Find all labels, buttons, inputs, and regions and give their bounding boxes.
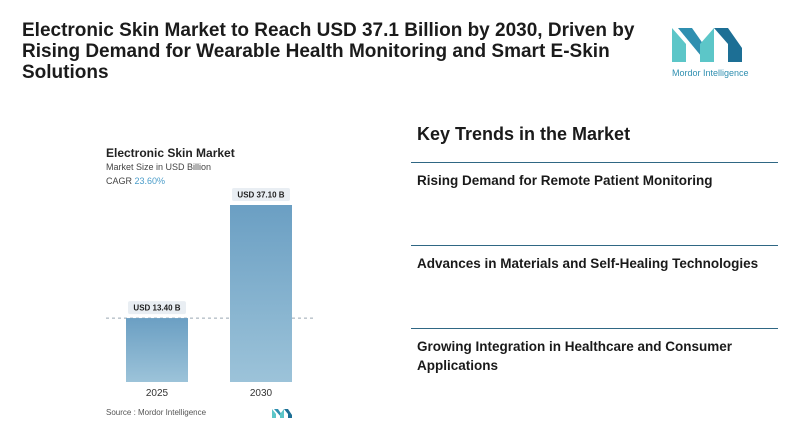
data-label-bg	[232, 188, 290, 201]
headline: Electronic Skin Market to Reach USD 37.1…	[22, 20, 635, 83]
chart-cagr: CAGR 23.60%	[106, 176, 165, 186]
chart-panel: USD 13.40 B 2025 USD 37.10 B 2030 Electroni…	[96, 138, 336, 428]
chart-title: Electronic Skin Market	[106, 146, 235, 160]
trend-item: Advances in Materials and Self-Healing T…	[411, 245, 778, 328]
data-label: USD 37.10 B	[237, 191, 284, 200]
brand-name: Mordor Intelligence	[672, 68, 749, 78]
bar-chart: USD 13.40 B 2025 USD 37.10 B 2030	[106, 188, 316, 418]
trends-title: Key Trends in the Market	[417, 124, 631, 144]
trend-item: Growing Integration in Healthcare and Co…	[411, 328, 778, 411]
mini-logo-icon	[272, 409, 292, 418]
x-tick-label: 2030	[250, 388, 273, 399]
data-label: USD 13.40 B	[133, 304, 180, 313]
chart-source: Source : Mordor Intelligence	[106, 408, 207, 417]
cagr-value: 23.60%	[134, 176, 166, 186]
cagr-label: CAGR	[106, 176, 133, 186]
brand-logo: Mordor Intelligence	[672, 22, 782, 82]
mordor-logo-icon	[672, 28, 742, 62]
bar-2025	[126, 318, 188, 382]
chart-subtitle: Market Size in USD Billion	[106, 162, 212, 172]
key-trends-panel: Key Trends in the Market Rising Demand f…	[411, 118, 778, 411]
x-tick-label: 2025	[146, 388, 169, 399]
trend-item: Rising Demand for Remote Patient Monitor…	[411, 162, 778, 245]
bar-2030	[230, 205, 292, 382]
data-label-bg	[128, 301, 186, 315]
